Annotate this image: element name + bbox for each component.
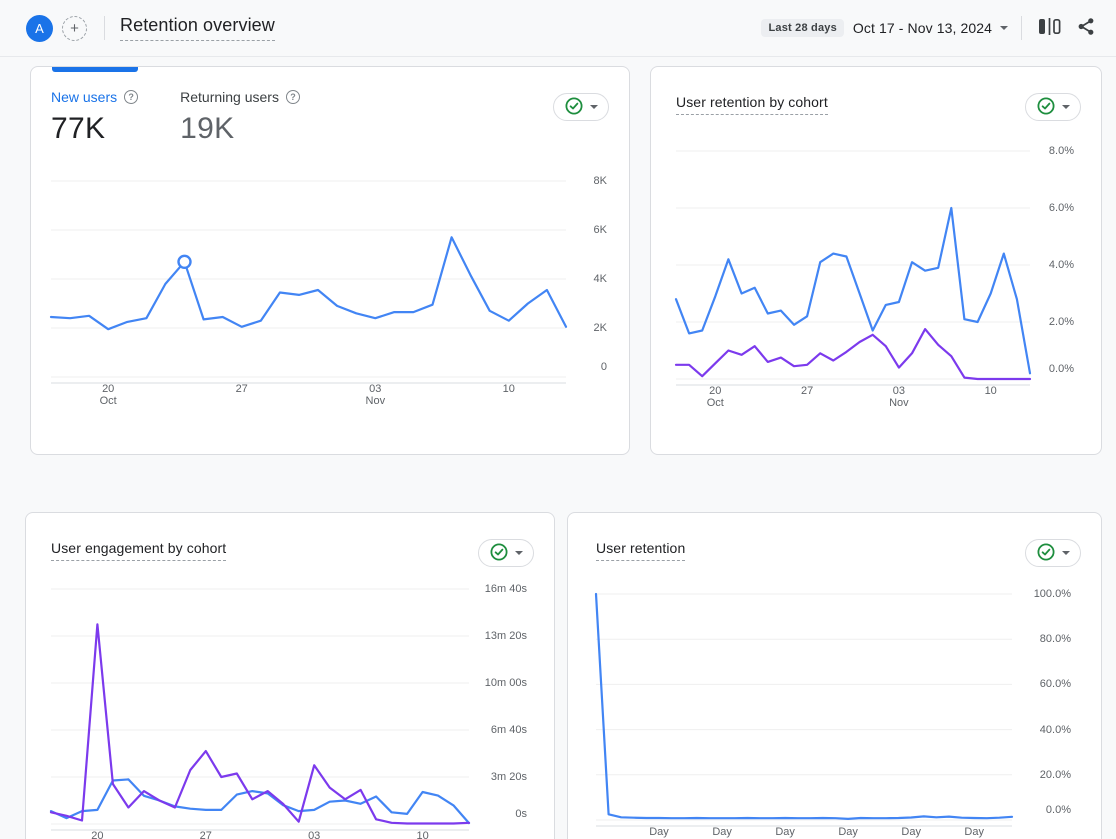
compare-panels-icon: [1038, 18, 1061, 38]
check-circle-icon: [489, 542, 509, 565]
data-quality-dropdown[interactable]: [1025, 539, 1081, 567]
card-user-engagement-by-cohort: User engagement by cohort 16m 40s 13m 20s…: [25, 512, 555, 839]
x-axis-label: 27: [176, 830, 236, 839]
x-axis-label: Day5: [629, 826, 689, 839]
help-icon[interactable]: ?: [124, 90, 138, 104]
page-title[interactable]: Retention overview: [120, 15, 275, 41]
data-point-marker: [179, 256, 191, 268]
x-axis-label: Day10: [692, 826, 752, 839]
check-circle-icon: [1036, 542, 1056, 565]
date-range-badge: Last 28 days: [761, 19, 843, 37]
y-axis-label: 0: [547, 360, 607, 374]
tab-scroll-indicator: [52, 67, 138, 72]
top-bar: A + Retention overview Last 28 days Oct …: [0, 0, 1116, 57]
x-axis-label: 27: [212, 383, 272, 395]
tab-new-users[interactable]: New users ? 77K: [51, 89, 138, 146]
tab-returning-users[interactable]: Returning users ? 19K: [180, 89, 300, 146]
y-axis-label: 3m 20s: [467, 770, 527, 784]
y-axis-label: 0.0%: [1011, 803, 1071, 817]
y-axis-label: 13m 20s: [467, 629, 527, 643]
chevron-down-icon: [590, 105, 598, 109]
y-axis-label: 8K: [547, 174, 607, 188]
y-axis-label: 0s: [467, 807, 527, 821]
chevron-down-icon: [1000, 26, 1008, 30]
add-comparison-button[interactable]: +: [62, 16, 87, 41]
card-user-retention: User retention 100.0% 80.0% 60.0% 40.0% 20.0…: [567, 512, 1102, 839]
y-axis-label: 8.0%: [1014, 144, 1074, 158]
y-axis-label: 40.0%: [1011, 723, 1071, 737]
chevron-down-icon: [1062, 105, 1070, 109]
x-axis-label: 20Oct: [78, 383, 138, 407]
x-axis-label: 20Oct: [685, 385, 745, 409]
y-axis-label: 20.0%: [1011, 768, 1071, 782]
y-axis-label: 60.0%: [1011, 677, 1071, 691]
x-axis-label: Day25: [881, 826, 941, 839]
x-axis-label: Day20: [818, 826, 878, 839]
comparison-mode-button[interactable]: [1035, 15, 1064, 41]
card-users-overview: New users ? 77K Returning users ? 19K: [30, 66, 630, 455]
retention-by-cohort-chart: 8.0% 6.0% 4.0% 2.0% 0.0% 20Oct 27 03Nov 10: [676, 141, 1078, 436]
share-button[interactable]: [1074, 14, 1098, 42]
card-user-retention-by-cohort: User retention by cohort 8.0% 6.0% 4.0% 2.0…: [650, 66, 1102, 455]
chevron-down-icon: [1062, 551, 1070, 555]
x-axis-label: 10: [961, 385, 1021, 397]
y-axis-label: 6.0%: [1014, 201, 1074, 215]
metric-label: New users: [51, 89, 117, 105]
x-axis-label: 03Nov: [345, 383, 405, 407]
y-axis-label: 100.0%: [1011, 587, 1071, 601]
chart-canvas: [51, 581, 531, 839]
y-axis-label: 10m 00s: [467, 676, 527, 690]
divider: [104, 16, 105, 40]
account-avatar[interactable]: A: [26, 15, 53, 42]
ga4-retention-overview-page: { "header": { "avatar_letter": "A", "plu…: [0, 0, 1116, 839]
cards-row-bottom: User engagement by cohort 16m 40s 13m 20s…: [25, 512, 1102, 839]
new-users-chart: 8K 6K 4K 2K 0 20Oct 27 03Nov 10: [51, 171, 611, 421]
user-retention-chart: 100.0%80.0%60.0%40.0%20.0%0.0%Day5Day10D…: [596, 581, 1075, 839]
metric-tabs: New users ? 77K Returning users ? 19K: [51, 89, 300, 146]
y-axis-label: 4K: [547, 272, 607, 286]
y-axis-label: 2K: [547, 321, 607, 335]
x-axis-label: Day15: [755, 826, 815, 839]
x-axis-label: 20Oct: [67, 830, 127, 839]
date-range-picker[interactable]: Oct 17 - Nov 13, 2024: [853, 20, 992, 36]
share-icon: [1077, 17, 1095, 39]
y-axis-label: 80.0%: [1011, 632, 1071, 646]
data-quality-dropdown[interactable]: [553, 93, 609, 121]
chart-canvas: [596, 581, 1075, 839]
y-axis-label: 2.0%: [1014, 315, 1074, 329]
x-axis-label: Day30: [944, 826, 1004, 839]
check-circle-icon: [564, 96, 584, 119]
y-axis-label: 4.0%: [1014, 258, 1074, 272]
y-axis-label: 6m 40s: [467, 723, 527, 737]
x-axis-label: 10: [479, 383, 539, 395]
metric-value: 77K: [51, 112, 138, 146]
x-axis-label: 10: [393, 830, 453, 839]
divider: [1021, 16, 1022, 40]
cards-row-top: New users ? 77K Returning users ? 19K: [30, 66, 1102, 455]
metric-label: Returning users: [180, 89, 279, 105]
engagement-by-cohort-chart: 16m 40s 13m 20s 10m 00s 6m 40s 3m 20s 0s 20Oct…: [51, 581, 531, 839]
top-bar-right: Last 28 days Oct 17 - Nov 13, 2024: [761, 14, 1098, 42]
card-title[interactable]: User retention: [596, 540, 685, 561]
card-title[interactable]: User retention by cohort: [676, 94, 828, 115]
data-quality-dropdown[interactable]: [1025, 93, 1081, 121]
help-icon[interactable]: ?: [286, 90, 300, 104]
chevron-down-icon: [515, 551, 523, 555]
y-axis-label: 6K: [547, 223, 607, 237]
x-axis-label: 03Nov: [284, 830, 344, 839]
check-circle-icon: [1036, 96, 1056, 119]
y-axis-label: 16m 40s: [467, 582, 527, 596]
metric-value: 19K: [180, 112, 300, 146]
x-axis-label: 27: [777, 385, 837, 397]
card-title[interactable]: User engagement by cohort: [51, 540, 226, 561]
data-quality-dropdown[interactable]: [478, 539, 534, 567]
y-axis-label: 0.0%: [1014, 362, 1074, 376]
x-axis-label: 03Nov: [869, 385, 929, 409]
